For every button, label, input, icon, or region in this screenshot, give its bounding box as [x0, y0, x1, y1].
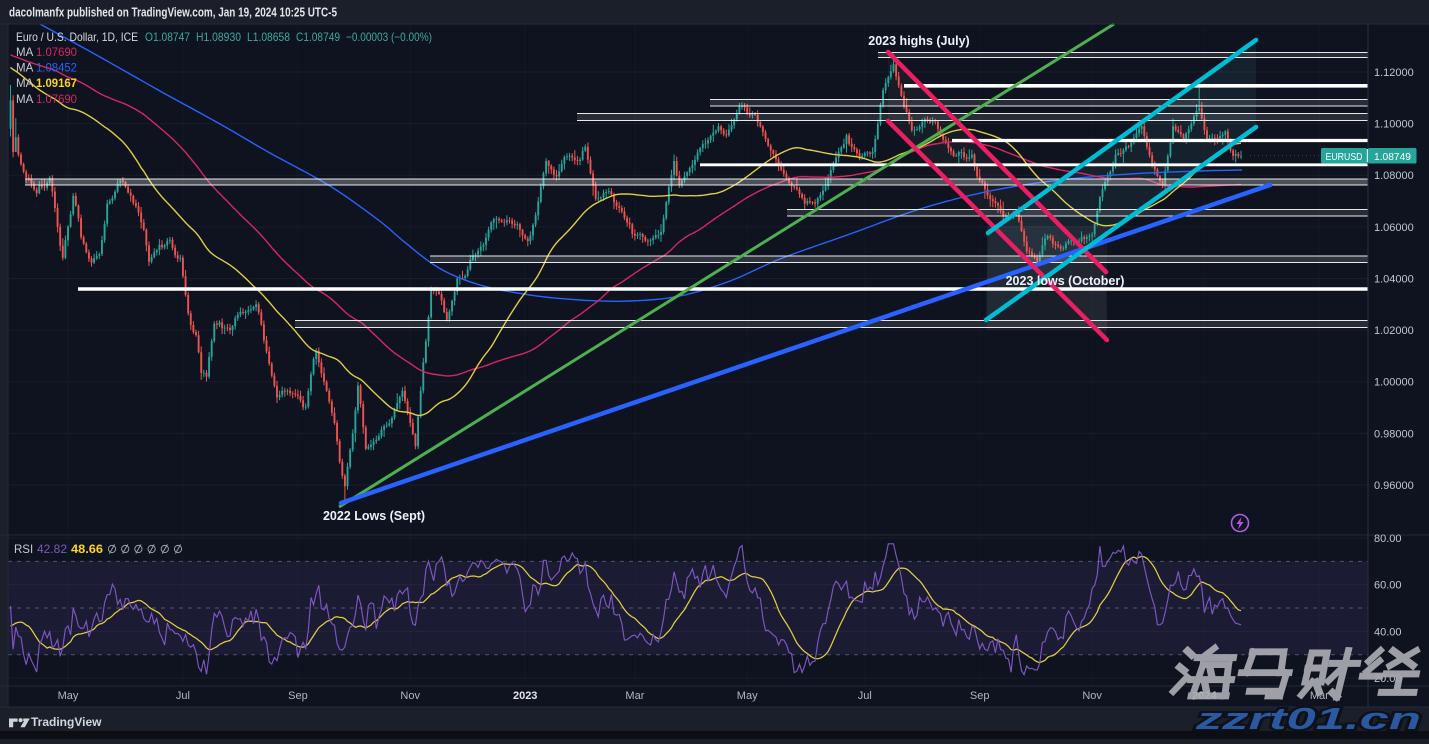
svg-text:1.10000: 1.10000 [1374, 119, 1414, 131]
svg-text:1.07690: 1.07690 [36, 47, 77, 59]
svg-text:May: May [58, 690, 79, 702]
svg-text:Euro / U.S. Dollar, 1D, ICE: Euro / U.S. Dollar, 1D, ICE [16, 30, 138, 44]
svg-text:1.08452: 1.08452 [36, 63, 77, 75]
svg-text:1.06000: 1.06000 [1374, 222, 1414, 234]
svg-text:L1.08658: L1.08658 [247, 30, 290, 44]
svg-text:zzrt01.cn: zzrt01.cn [1194, 701, 1421, 736]
svg-text:zzrt01.cn: zzrt01.cn [1194, 701, 1421, 736]
svg-text:May: May [737, 690, 758, 702]
svg-text:RSI: RSI [14, 544, 33, 556]
svg-text:80.00: 80.00 [1374, 533, 1402, 545]
svg-text:dacolmanfx published on Tradin: dacolmanfx published on TradingView.com,… [9, 6, 337, 20]
svg-text:Mar: Mar [1310, 690, 1329, 702]
svg-text:Sep: Sep [970, 690, 990, 702]
svg-text:2022 Lows (Sept): 2022 Lows (Sept) [323, 509, 425, 523]
svg-text:2023 highs (July): 2023 highs (July) [868, 34, 969, 48]
svg-text:MA: MA [16, 78, 34, 90]
svg-text:Nov: Nov [1082, 690, 1102, 702]
svg-text:1.07690: 1.07690 [36, 94, 77, 106]
svg-text:48.66: 48.66 [71, 544, 103, 556]
svg-text:60.00: 60.00 [1374, 580, 1402, 592]
svg-text:Sep: Sep [288, 690, 308, 702]
svg-text:0.96000: 0.96000 [1374, 480, 1414, 492]
svg-text:Nov: Nov [400, 690, 420, 702]
svg-text:MA: MA [16, 63, 34, 75]
svg-text:2023: 2023 [513, 690, 537, 702]
svg-text:2023 lows (October): 2023 lows (October) [1006, 274, 1125, 288]
svg-text:Jul: Jul [176, 690, 190, 702]
svg-text:1.04000: 1.04000 [1374, 274, 1414, 286]
svg-text:H1.08930: H1.08930 [196, 30, 241, 44]
svg-text:1.00000: 1.00000 [1374, 377, 1414, 389]
svg-text:40.00: 40.00 [1374, 626, 1402, 638]
svg-text:Mar: Mar [625, 690, 644, 702]
svg-text:TradingView: TradingView [31, 715, 102, 729]
svg-text:42.82: 42.82 [37, 544, 67, 556]
svg-text:MA: MA [16, 47, 34, 59]
svg-text:1.08000: 1.08000 [1374, 170, 1414, 182]
svg-text:1.09167: 1.09167 [36, 78, 77, 90]
svg-text:MA: MA [16, 94, 34, 106]
svg-text:1.08749: 1.08749 [1374, 151, 1411, 163]
svg-text:1.02000: 1.02000 [1374, 325, 1414, 337]
svg-text:O1.08747: O1.08747 [145, 30, 190, 44]
svg-text:1.12000: 1.12000 [1374, 67, 1414, 79]
svg-text:C1.08749: C1.08749 [296, 30, 340, 44]
svg-text:−0.00003 (−0.00%): −0.00003 (−0.00%) [346, 30, 432, 44]
svg-text:0.98000: 0.98000 [1374, 428, 1414, 440]
svg-text:EURUSD: EURUSD [1326, 151, 1363, 163]
svg-text:Jul: Jul [858, 690, 872, 702]
